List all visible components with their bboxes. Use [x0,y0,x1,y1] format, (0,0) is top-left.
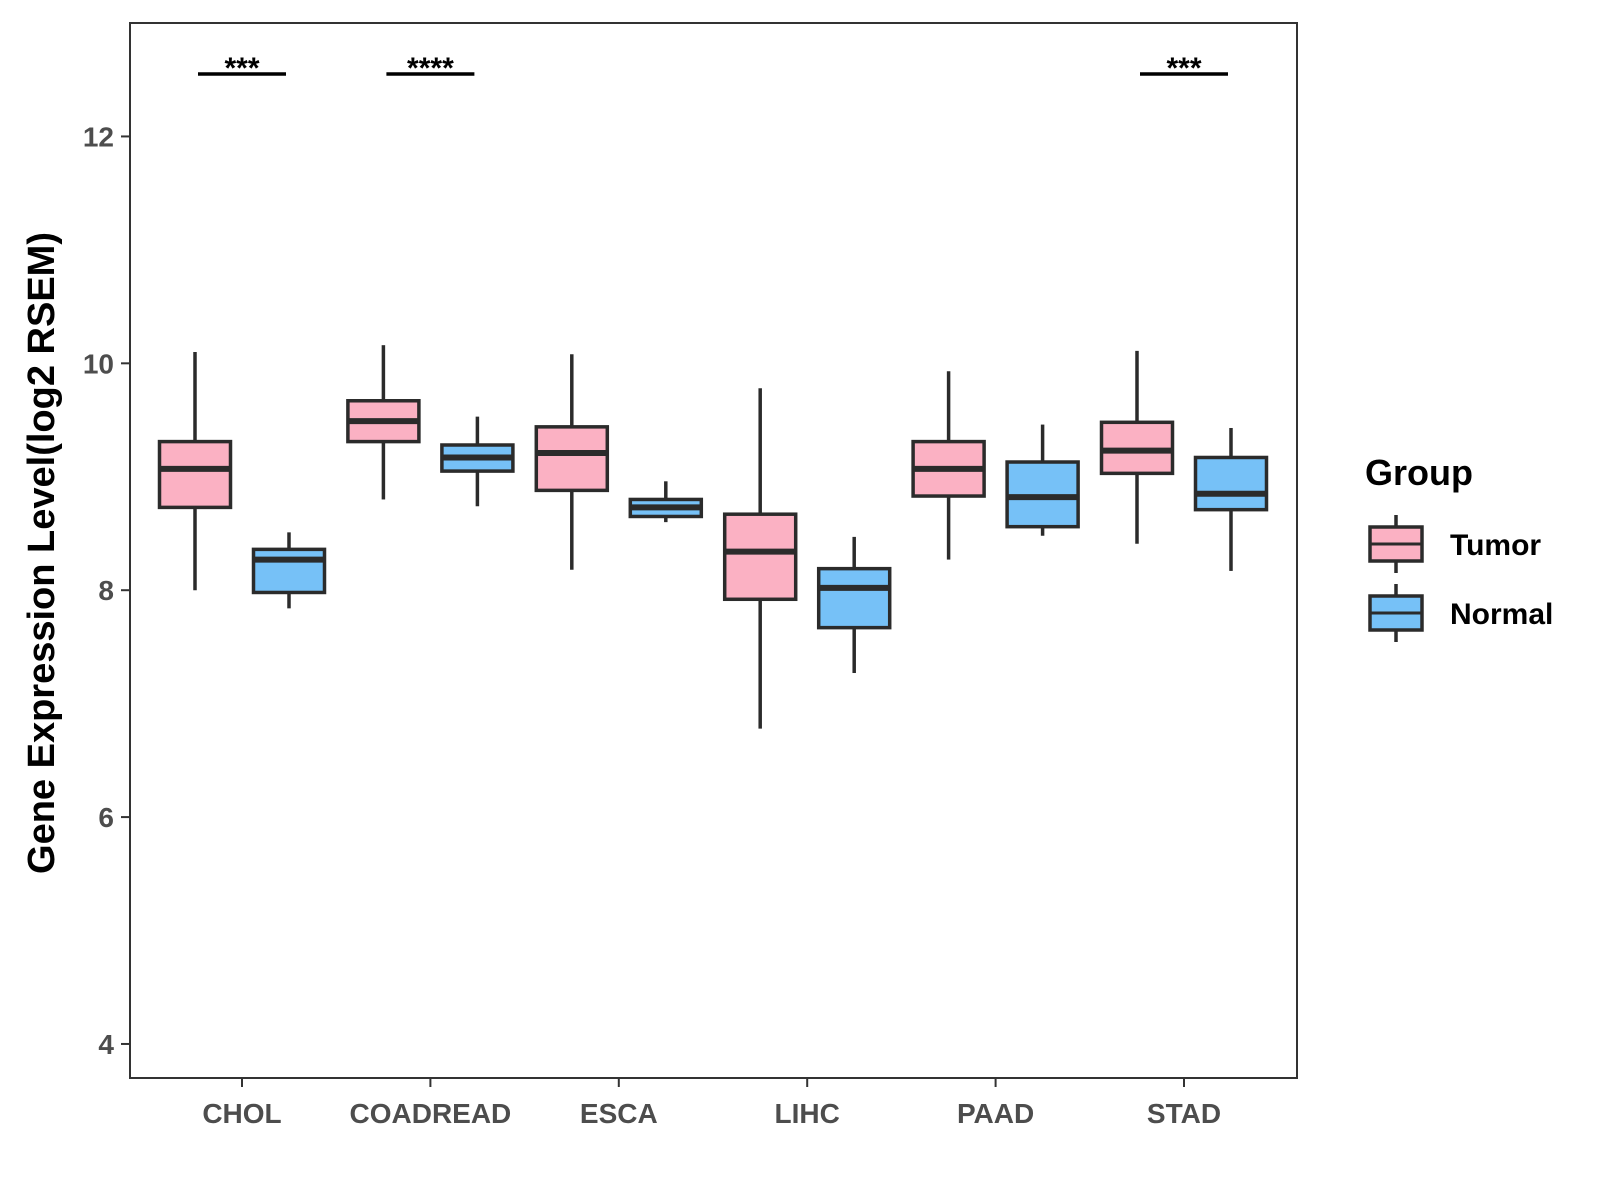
x-tick-label: CHOL [202,1098,281,1129]
box-normal-stad [1193,427,1269,571]
box-iqr [157,439,233,510]
y-axis: 4 6 8 10 12 [83,121,130,1060]
x-tick-label: PAAD [957,1098,1034,1129]
box-tumor-coadread [346,345,421,500]
box-tumor-esca [534,354,610,570]
box-normal-paad [1005,424,1080,536]
x-tick-label: STAD [1147,1098,1221,1129]
box-iqr [251,547,327,595]
legend-entry-tumor: Tumor [1368,515,1541,573]
box-tumor-paad [911,371,986,560]
y-tick-label: 4 [98,1029,114,1060]
y-tick-label: 6 [98,802,114,833]
legend-label: Tumor [1450,529,1541,562]
legend-entry-normal: Normal [1368,584,1553,642]
x-tick-label: ESCA [580,1098,658,1129]
box-tumor-stad [1099,350,1175,544]
plot-panel-border [129,22,1298,1079]
significance-label: *** [224,52,259,85]
significance-label: **** [407,52,454,85]
box-normal-esca [628,481,704,523]
x-tick-label: COADREAD [350,1098,512,1129]
legend-title: Group [1365,452,1473,493]
plot-boxes [157,345,1269,729]
box-iqr [816,566,892,630]
legend-label: Normal [1450,598,1553,631]
box-normal-lihc [816,536,892,674]
box-iqr [534,425,610,493]
y-tick-label: 10 [83,348,114,379]
legend: Group Tumor Normal [1365,452,1553,642]
box-tumor-lihc [722,388,798,729]
significance-annotations: *** **** *** [198,52,1228,85]
x-tick-label: LIHC [775,1098,840,1129]
box-tumor-chol [157,351,233,591]
box-normal-chol [251,532,327,609]
x-axis: CHOL COADREAD ESCA LIHC PAAD STAD [202,1078,1221,1129]
box-iqr [722,512,798,602]
y-tick-label: 12 [83,121,114,152]
y-axis-title: Gene Expression Level(log2 RSEM) [21,232,63,874]
significance-label: *** [1166,52,1201,85]
y-tick-label: 8 [98,575,114,606]
box-iqr [1193,455,1269,512]
box-normal-coadread [440,416,515,507]
